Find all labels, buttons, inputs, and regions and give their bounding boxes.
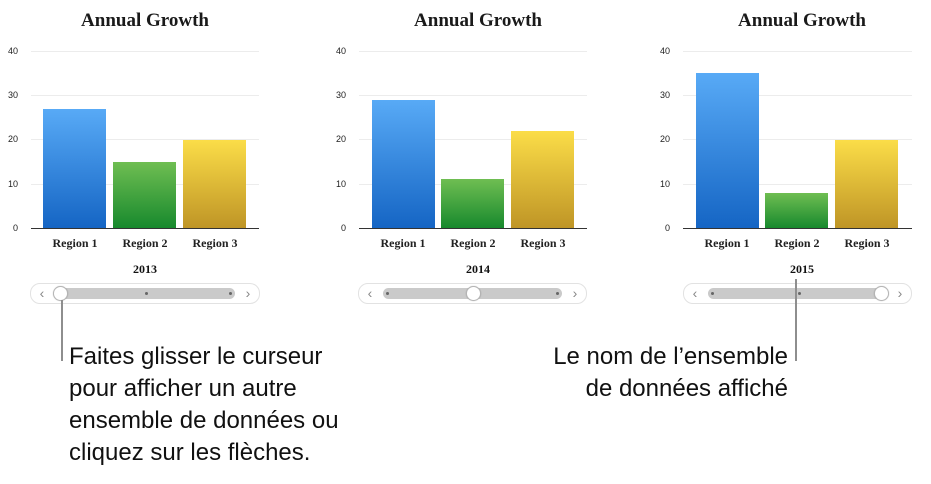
x-axis-line bbox=[31, 227, 259, 229]
y-tick-10: 10 bbox=[659, 179, 670, 189]
y-tick-0: 0 bbox=[340, 223, 346, 233]
slider-stop-dot bbox=[711, 292, 714, 295]
bar-region-3[interactable] bbox=[511, 130, 574, 228]
callout-line-2: pour afficher un autre bbox=[69, 375, 297, 402]
dataset-slider[interactable]: ‹ › bbox=[30, 283, 260, 304]
plot-area: 40 30 20 10 0 bbox=[660, 46, 912, 233]
slider-stop-dot bbox=[145, 292, 148, 295]
callout-line-1: Faites glisser le curseur bbox=[69, 343, 323, 370]
bar-region-3[interactable] bbox=[835, 139, 898, 228]
x-label-region-3: Region 3 bbox=[520, 236, 566, 250]
chart-panel-2015: Annual Growth 40 30 20 10 0 Region 1 Reg… bbox=[652, 0, 931, 310]
y-tick-20: 20 bbox=[659, 134, 670, 144]
slider-thumb[interactable] bbox=[53, 286, 68, 301]
chart-title: Annual Growth bbox=[738, 10, 866, 31]
slider-stop-dot bbox=[556, 292, 559, 295]
bar-region-2[interactable] bbox=[113, 161, 176, 228]
gridline-20 bbox=[31, 139, 259, 140]
previous-arrow-icon[interactable]: ‹ bbox=[39, 285, 45, 301]
chart-panel-2014: Annual Growth 40 30 20 10 0 Region 1 Reg… bbox=[328, 0, 628, 310]
chart-panel-2013: Annual Growth 40 30 20 10 0 Region 1 Reg… bbox=[0, 0, 300, 310]
gridline-40 bbox=[683, 51, 912, 52]
y-tick-0: 0 bbox=[12, 223, 18, 233]
y-tick-10: 10 bbox=[335, 179, 346, 189]
plot-area: 40 30 20 10 0 bbox=[336, 46, 587, 233]
y-tick-30: 30 bbox=[335, 90, 346, 100]
x-label-region-1: Region 1 bbox=[52, 236, 98, 250]
y-tick-30: 30 bbox=[7, 90, 18, 100]
next-arrow-icon[interactable]: › bbox=[572, 285, 578, 301]
slider-track[interactable] bbox=[53, 286, 235, 301]
previous-arrow-icon[interactable]: ‹ bbox=[692, 285, 698, 301]
x-label-region-3: Region 3 bbox=[192, 236, 238, 250]
x-axis-line bbox=[359, 227, 587, 229]
dataset-name-label: 2013 bbox=[133, 262, 157, 276]
slider-stop-dot bbox=[229, 292, 232, 295]
x-label-region-2: Region 2 bbox=[774, 236, 820, 250]
gridline-20 bbox=[359, 139, 587, 140]
bar-region-3[interactable] bbox=[183, 139, 246, 228]
x-label-region-2: Region 2 bbox=[122, 236, 168, 250]
chart-title: Annual Growth bbox=[414, 10, 542, 31]
y-tick-40: 40 bbox=[335, 46, 346, 56]
callout-line-slider bbox=[61, 300, 63, 361]
y-tick-40: 40 bbox=[659, 46, 670, 56]
next-arrow-icon[interactable]: › bbox=[897, 285, 903, 301]
x-axis-line bbox=[683, 227, 912, 229]
gridline-30 bbox=[31, 95, 259, 96]
gridline-40 bbox=[31, 51, 259, 52]
y-tick-30: 30 bbox=[659, 90, 670, 100]
slider-track[interactable] bbox=[708, 286, 889, 301]
slider-thumb[interactable] bbox=[465, 286, 481, 301]
callout-line-4: cliquez sur les flèches. bbox=[69, 439, 311, 466]
dataset-slider[interactable]: ‹ › bbox=[358, 283, 587, 304]
callout-line-1: Le nom de l’ensemble bbox=[553, 343, 788, 370]
y-tick-20: 20 bbox=[7, 134, 18, 144]
previous-arrow-icon[interactable]: ‹ bbox=[367, 285, 373, 301]
callout-dataset-name-hint: Le nom de l’ensemble de données affiché bbox=[553, 341, 788, 405]
gridline-30 bbox=[683, 95, 912, 96]
y-tick-40: 40 bbox=[7, 46, 18, 56]
gridline-20 bbox=[683, 139, 912, 140]
bar-region-2[interactable] bbox=[765, 192, 828, 228]
chart-title: Annual Growth bbox=[81, 10, 209, 31]
x-label-region-3: Region 3 bbox=[844, 236, 890, 250]
bar-region-2[interactable] bbox=[441, 179, 504, 228]
slider-stop-dot bbox=[386, 292, 389, 295]
gridline-40 bbox=[359, 51, 587, 52]
x-label-region-2: Region 2 bbox=[450, 236, 496, 250]
slider-thumb[interactable] bbox=[874, 286, 889, 301]
dataset-slider[interactable]: ‹ › bbox=[683, 283, 912, 304]
callout-slider-hint: Faites glisser le curseur pour afficher … bbox=[69, 341, 339, 469]
callout-line-2: de données affiché bbox=[585, 375, 788, 402]
y-tick-20: 20 bbox=[335, 134, 346, 144]
slider-stop-dot bbox=[797, 292, 801, 295]
callout-line-3: ensemble de données ou bbox=[69, 407, 339, 434]
plot-area: 40 30 20 10 0 bbox=[8, 46, 259, 233]
callout-line-dataset-name bbox=[795, 279, 797, 361]
y-tick-0: 0 bbox=[664, 223, 670, 233]
next-arrow-icon[interactable]: › bbox=[245, 285, 251, 301]
gridline-30 bbox=[359, 95, 587, 96]
bar-region-1[interactable] bbox=[43, 108, 106, 228]
slider-track[interactable] bbox=[383, 286, 562, 301]
x-label-region-1: Region 1 bbox=[380, 236, 426, 250]
bar-region-1[interactable] bbox=[372, 99, 435, 228]
y-tick-10: 10 bbox=[7, 179, 18, 189]
dataset-name-label: 2014 bbox=[466, 262, 490, 276]
x-label-region-1: Region 1 bbox=[704, 236, 750, 250]
bar-region-1[interactable] bbox=[696, 73, 759, 228]
dataset-name-label: 2015 bbox=[790, 262, 814, 276]
gridline-10 bbox=[683, 184, 912, 185]
